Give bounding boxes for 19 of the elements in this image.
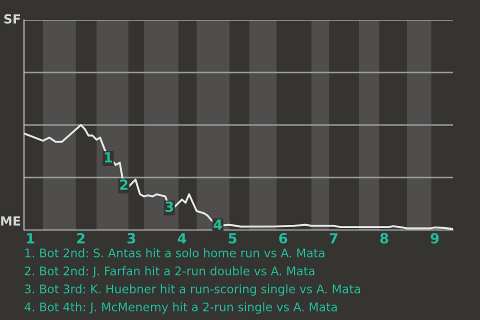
x-tick-label: 6 — [279, 233, 288, 244]
annotation: 4 — [214, 220, 222, 230]
text: ME — [1, 216, 20, 226]
annotation: 3 — [165, 201, 174, 212]
x-tick-label: 2 — [77, 233, 85, 244]
x-tick-label: 9 — [430, 233, 439, 244]
text: SF — [4, 14, 20, 24]
x-tick-label: 5 — [228, 233, 236, 244]
x-tick-label: 7 — [330, 233, 338, 244]
x-tick-label: 3 — [128, 233, 136, 244]
text: 4. Bot 4th: J. McMenemy hit a 2-run single vs A. Mata — [24, 302, 337, 314]
x-tick-label: 4 — [178, 233, 186, 244]
annotation: 1 — [104, 152, 112, 162]
text: 1. Bot 2nd: S. Antas hit a solo home run vs A. Mata — [25, 248, 324, 258]
annotation: 2 — [120, 179, 128, 190]
text: 2. Bot 2nd: J. Farfan hit a 2-run double vs A. Mata — [24, 266, 314, 278]
x-tick-label: 8 — [380, 233, 388, 244]
text: 3. Bot 3rd: K. Huebner hit a run-scoring single vs A. Mata — [24, 284, 360, 296]
x-tick-label: 1 — [27, 233, 34, 244]
